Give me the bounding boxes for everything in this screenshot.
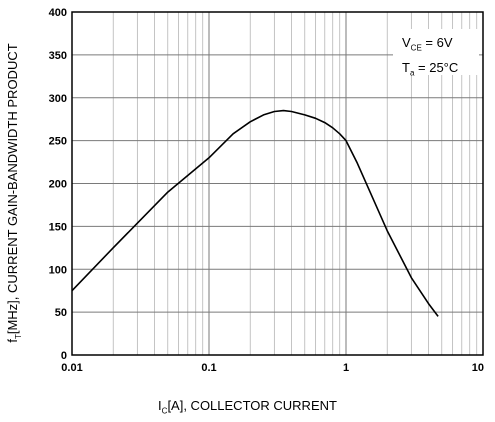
series-layer (71, 109, 439, 317)
y-tick-label: 50 (55, 307, 67, 319)
x-tick-label: 0.1 (201, 362, 216, 374)
x-tick-label: 0.01 (61, 362, 82, 374)
x-tick-label: 10 (472, 362, 484, 374)
x-axis-label: IC[A], COLLECTOR CURRENT (158, 398, 337, 416)
series-line-ft-vs-ic (71, 109, 439, 317)
grid (71, 11, 483, 356)
y-tick-label: 400 (49, 7, 67, 19)
tick-labels: 0 50 100 150 200 250 300 350 400 0.01 0.1 1 10 (49, 7, 484, 374)
plot-frame (71, 11, 484, 356)
y-axis-label: fT[MHz], CURRENT GAIN-BANDWIDTH PRODUCT (5, 42, 23, 343)
y-tick-label: 100 (49, 264, 67, 276)
y-tick-label: 200 (49, 179, 67, 191)
annotation-line-ta: Ta = 25°C (402, 59, 459, 78)
x-tick-label: 1 (343, 362, 349, 374)
annotation-line-vce: VCE = 6V (402, 35, 453, 53)
y-axis-label-wrapper: fT[MHz], CURRENT GAIN-BANDWIDTH PRODUCT (3, 10, 25, 375)
y-tick-label: 0 (61, 350, 67, 362)
y-tick-label: 300 (49, 93, 67, 105)
y-tick-label: 250 (49, 136, 67, 148)
conditions-annotation: VCE = 6V Ta = 25°C (393, 29, 479, 77)
y-tick-label: 350 (49, 50, 67, 62)
y-tick-label: 150 (49, 221, 67, 233)
